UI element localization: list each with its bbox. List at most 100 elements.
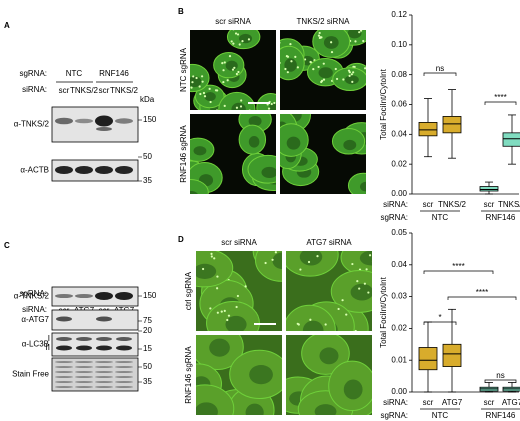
x-category-label: scr: [423, 200, 434, 209]
micrograph: [196, 249, 282, 331]
focus: [352, 71, 355, 74]
significance-label: *: [438, 313, 441, 322]
nucleus: [318, 67, 333, 79]
y-tick-label: 0.00: [391, 189, 407, 198]
nucleus: [204, 92, 216, 102]
focus: [371, 261, 372, 262]
focus: [368, 254, 372, 257]
focus: [233, 66, 236, 69]
kda-label: kDa: [140, 95, 155, 104]
blot-label: α-TNKS/2: [14, 292, 50, 301]
nucleus: [248, 115, 262, 127]
focus: [201, 267, 205, 271]
micrograph: [196, 335, 282, 415]
nucleus: [344, 75, 359, 85]
cell: [190, 179, 209, 194]
band: [55, 117, 73, 125]
significance-bracket: [423, 72, 457, 76]
x-category-label: TNKS/2: [438, 200, 467, 209]
focus: [365, 268, 368, 271]
band: [115, 166, 133, 174]
panel-letter: D: [178, 235, 184, 244]
focus: [216, 311, 219, 314]
focus: [209, 100, 212, 104]
band: [56, 337, 72, 341]
y-tick-label: 0.10: [391, 40, 407, 49]
focus: [307, 260, 311, 264]
box: [418, 347, 438, 371]
band: [95, 361, 113, 363]
focus: [223, 61, 226, 64]
y-tick-label: 0.04: [391, 129, 407, 138]
focus: [294, 55, 297, 58]
micrograph: [286, 251, 372, 331]
band: [75, 118, 93, 124]
significance-bracket: [484, 101, 517, 105]
group-label: NTC: [432, 213, 449, 222]
y-tick-label: 0.02: [391, 324, 407, 333]
focus: [330, 41, 333, 44]
focus: [341, 299, 344, 302]
focus: [198, 85, 201, 88]
focus: [284, 67, 287, 71]
band: [75, 361, 93, 363]
column-label: ATG7 siRNA: [306, 238, 352, 247]
focus: [227, 314, 231, 317]
x-category-label: TNKS/2: [498, 200, 520, 209]
focus: [220, 310, 223, 313]
band: [95, 381, 113, 383]
focus: [200, 75, 204, 78]
focus: [348, 74, 351, 77]
cells: [286, 251, 372, 331]
band: [96, 337, 112, 341]
focus: [363, 282, 366, 285]
focus: [351, 262, 354, 266]
focus: [216, 287, 219, 290]
focus: [239, 105, 243, 108]
row-label: NTC sgRNA: [179, 47, 188, 92]
nucleus: [343, 139, 357, 151]
marker-label: 150: [143, 115, 157, 124]
focus: [204, 111, 206, 113]
nucleus: [261, 166, 276, 178]
focus: [334, 67, 337, 71]
focus: [267, 249, 269, 251]
nucleus: [284, 58, 297, 72]
marker-label: 35: [143, 377, 152, 386]
x-category-label: scr: [484, 200, 495, 209]
focus: [330, 50, 334, 54]
row-label: sgRNA:: [19, 69, 47, 78]
y-tick-label: 0.01: [391, 355, 407, 364]
band: [75, 386, 93, 388]
focus: [296, 322, 299, 325]
focus: [289, 43, 292, 46]
band: [55, 166, 73, 174]
significance-bracket: [447, 296, 517, 300]
focus: [364, 67, 366, 70]
x-category-label: ATG7: [502, 398, 520, 407]
focus: [285, 55, 288, 58]
x-category-label: ATG7: [442, 398, 463, 407]
marker-label: 20: [143, 326, 152, 335]
nucleus: [286, 136, 301, 150]
band: [95, 386, 113, 388]
y-tick-label: 0.06: [391, 100, 407, 109]
focus: [318, 31, 321, 35]
focus: [226, 79, 229, 82]
panel-letter: C: [4, 241, 10, 250]
focus: [216, 275, 219, 278]
focus: [195, 76, 198, 80]
focus: [316, 255, 319, 258]
cells: [190, 114, 276, 194]
nucleus: [269, 102, 276, 110]
group-label: RNF146: [99, 69, 129, 78]
nucleus: [359, 251, 372, 266]
band: [55, 376, 73, 378]
band: [76, 345, 92, 351]
band: [95, 115, 113, 127]
band: [55, 386, 73, 388]
focus: [335, 77, 339, 81]
focus: [231, 68, 235, 71]
nucleus: [272, 252, 282, 270]
blot: [51, 106, 139, 143]
